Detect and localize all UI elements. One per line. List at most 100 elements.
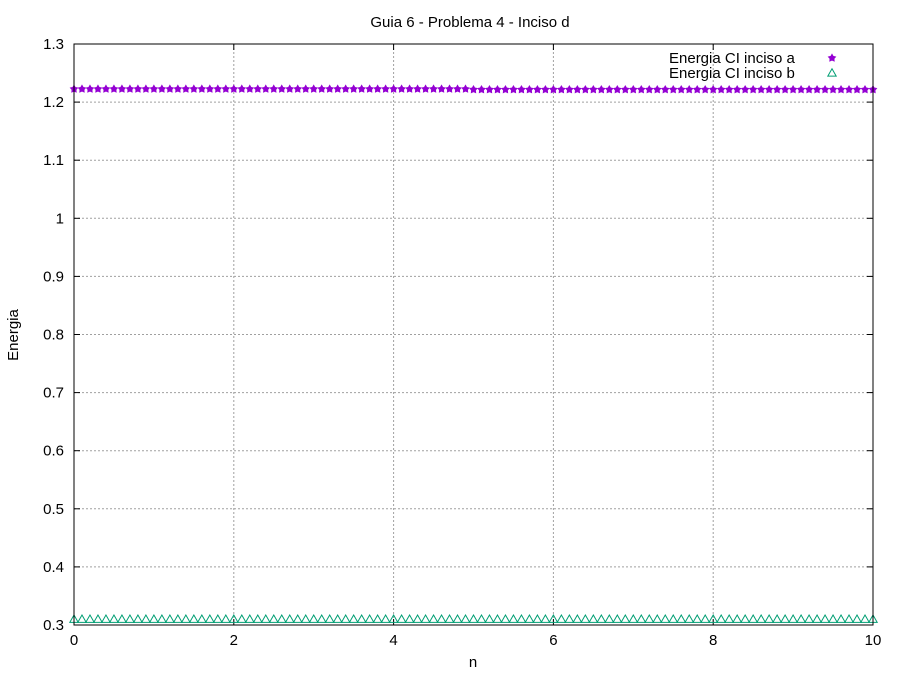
data-point	[500, 613, 511, 623]
data-point	[204, 613, 215, 623]
legend-label: Energia CI inciso b	[669, 65, 795, 82]
data-point	[573, 85, 582, 94]
data-point	[812, 613, 823, 623]
data-point	[309, 84, 319, 93]
data-point	[437, 84, 446, 93]
data-point	[668, 85, 678, 94]
data-point	[364, 613, 375, 623]
data-point	[405, 84, 414, 93]
data-point	[165, 84, 175, 93]
data-point	[356, 613, 367, 623]
data-point	[844, 85, 854, 94]
data-point	[772, 613, 783, 623]
data-point	[859, 613, 871, 623]
data-point	[588, 613, 599, 623]
data-point	[492, 613, 503, 623]
data-point	[373, 84, 382, 93]
y-tick-label: 0.3	[43, 617, 64, 634]
data-point	[548, 613, 559, 623]
data-point	[333, 84, 343, 93]
y-tick-label: 0.4	[43, 559, 64, 576]
data-point	[117, 84, 127, 93]
data-point	[229, 84, 239, 93]
data-point	[93, 84, 103, 93]
data-point	[468, 613, 479, 623]
data-point	[76, 613, 88, 623]
data-point	[668, 613, 679, 623]
data-point	[509, 85, 518, 94]
data-point	[196, 613, 207, 623]
data-point	[269, 84, 279, 93]
data-point	[404, 613, 415, 623]
data-point	[572, 613, 583, 623]
data-point	[453, 84, 462, 93]
data-point	[260, 613, 271, 623]
data-point	[508, 613, 519, 623]
data-point	[133, 84, 143, 93]
data-point	[684, 85, 694, 94]
x-tick-label: 0	[70, 632, 78, 649]
data-point	[788, 613, 799, 623]
data-point	[516, 613, 527, 623]
data-point	[124, 613, 135, 623]
data-point	[412, 613, 423, 623]
data-point	[164, 613, 175, 623]
data-point	[524, 613, 535, 623]
x-tick-label: 4	[389, 632, 397, 649]
legend-label: Energia CI inciso a	[669, 50, 796, 67]
data-point	[860, 85, 870, 94]
data-point	[252, 613, 263, 623]
data-point	[132, 613, 143, 623]
data-point	[843, 613, 855, 623]
data-point	[276, 613, 287, 623]
data-point	[189, 84, 199, 93]
data-point	[756, 613, 767, 623]
data-point	[780, 85, 790, 94]
data-point	[540, 613, 551, 623]
data-point	[588, 85, 598, 94]
data-point	[532, 613, 543, 623]
legend-marker	[826, 67, 838, 77]
data-point	[109, 84, 119, 93]
data-point	[485, 85, 494, 94]
data-point	[580, 613, 591, 623]
data-point	[108, 613, 120, 623]
data-point	[692, 613, 703, 623]
data-point	[827, 613, 839, 623]
data-point	[796, 613, 807, 623]
data-point	[460, 613, 471, 623]
data-point	[149, 84, 159, 93]
data-point	[245, 84, 255, 93]
data-point	[324, 613, 335, 623]
data-point	[156, 613, 167, 623]
data-point	[652, 85, 662, 94]
data-point	[429, 84, 438, 93]
data-point	[172, 613, 183, 623]
data-point	[140, 613, 151, 623]
data-point	[293, 84, 303, 93]
legend-marker	[827, 53, 837, 62]
y-tick-label: 1.3	[43, 36, 64, 53]
data-point	[461, 84, 470, 93]
data-point	[628, 613, 639, 623]
data-point	[772, 85, 782, 94]
data-point	[820, 85, 830, 94]
data-point	[564, 613, 575, 623]
x-tick-label: 8	[709, 632, 717, 649]
x-tick-label: 10	[865, 632, 882, 649]
data-point	[541, 85, 550, 94]
data-point	[316, 613, 327, 623]
data-point	[436, 613, 447, 623]
data-point	[381, 84, 390, 93]
y-tick-label: 0.7	[43, 385, 64, 402]
data-point	[244, 613, 255, 623]
data-point	[565, 85, 574, 94]
data-point	[748, 85, 758, 94]
y-tick-label: 0.5	[43, 501, 64, 518]
plot-frame	[73, 43, 874, 626]
data-point	[332, 613, 343, 623]
x-tick-label: 6	[549, 632, 557, 649]
data-point	[413, 84, 422, 93]
